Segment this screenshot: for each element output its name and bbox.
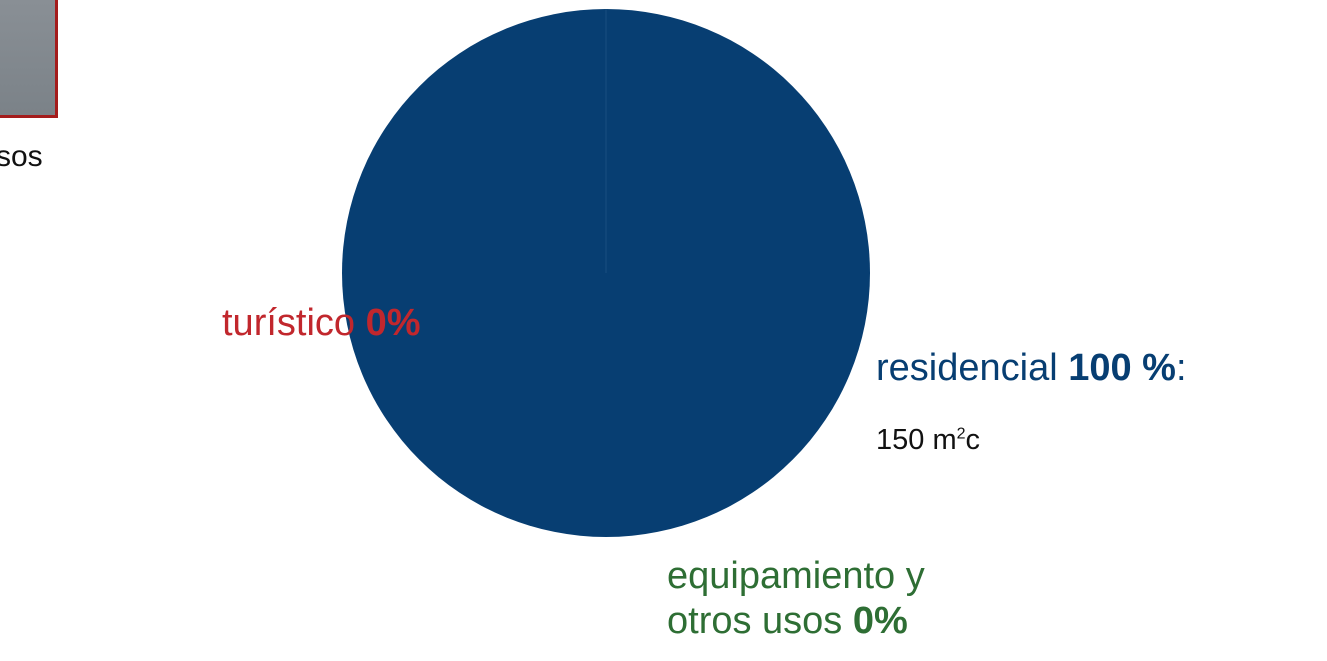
label-area-sup: 2: [956, 425, 966, 443]
legend-swatch-partial: [0, 0, 58, 118]
label-residencial-name: residencial: [876, 347, 1058, 389]
label-equipamiento-name: otros usos: [667, 599, 843, 642]
label-turistico-name: turístico: [222, 302, 356, 344]
label-residencial: residencial 100 %:: [876, 347, 1187, 391]
legend-label-partial: sos: [0, 140, 43, 173]
label-residencial-area: 150 m2c: [876, 424, 980, 457]
pie-slices: [342, 9, 870, 537]
label-residencial-suffix: :: [1175, 347, 1187, 389]
label-area-unit: c: [965, 424, 981, 456]
label-equipamiento-pct: 0%: [852, 599, 908, 642]
label-turistico: turístico 0%: [222, 302, 421, 346]
label-area-value: 150 m: [876, 424, 957, 456]
label-turistico-pct: 0%: [365, 302, 421, 344]
label-equipamiento: equipamiento y otros usos 0%: [667, 554, 925, 644]
label-equipamiento-line1: equipamiento y: [667, 555, 925, 597]
label-equipamiento-line2: otros usos 0%: [667, 599, 925, 644]
label-residencial-pct: 100 %: [1068, 347, 1176, 389]
